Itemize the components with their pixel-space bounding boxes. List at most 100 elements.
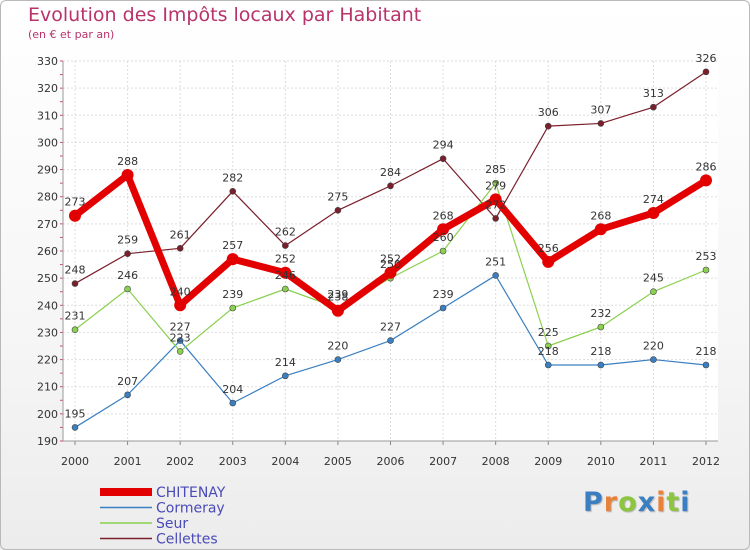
data-label: 285	[485, 163, 506, 176]
data-label: 220	[643, 340, 664, 353]
data-point	[439, 155, 447, 163]
data-label: 239	[327, 288, 348, 301]
x-tick-label: 2006	[377, 455, 405, 468]
data-point	[492, 179, 499, 187]
data-label: 231	[65, 310, 86, 323]
y-tick-label: 280	[37, 191, 58, 204]
data-point	[279, 266, 292, 279]
data-label: 220	[327, 340, 348, 353]
data-label: 245	[643, 272, 664, 285]
data-point	[439, 304, 447, 312]
y-tick-label: 300	[37, 136, 58, 149]
data-point	[176, 244, 184, 252]
data-label: 239	[222, 288, 243, 301]
y-tick-label: 320	[37, 82, 58, 95]
data-point	[121, 169, 134, 181]
data-label: 307	[590, 103, 611, 116]
legend-label-chitenay: CHITENAY	[156, 485, 226, 501]
chart-title: Evolution des Impôts locaux par Habitant	[28, 4, 422, 26]
data-label: 239	[433, 288, 454, 301]
data-point	[492, 272, 499, 279]
data-point	[282, 242, 289, 249]
x-tick-label: 2001	[114, 455, 142, 468]
data-point	[71, 280, 79, 287]
data-point	[702, 361, 710, 369]
x-tick-label: 2009	[534, 455, 562, 468]
data-label: 227	[380, 321, 401, 334]
data-label: 274	[643, 193, 664, 206]
data-point	[71, 326, 79, 334]
x-tick-label: 2000	[61, 455, 89, 468]
data-point	[124, 391, 131, 399]
x-tick-label: 2003	[219, 455, 247, 468]
data-label: 248	[65, 264, 86, 277]
data-point	[650, 288, 657, 296]
data-label: 204	[222, 383, 243, 396]
y-tick-label: 250	[37, 272, 58, 285]
data-point	[282, 285, 289, 293]
x-tick-label: 2008	[482, 455, 510, 468]
legend-label-cormeray: Cormeray	[156, 501, 225, 517]
y-tick-label: 270	[37, 218, 58, 231]
data-label: 294	[433, 139, 454, 152]
data-label: 284	[380, 166, 401, 179]
data-point	[439, 247, 447, 255]
data-label: 225	[538, 326, 559, 339]
data-point	[597, 120, 605, 127]
data-point	[124, 285, 131, 293]
logo-letter: P	[583, 487, 604, 518]
data-point	[174, 299, 187, 312]
data-point	[334, 356, 342, 363]
data-label: 218	[696, 345, 717, 358]
data-label: 268	[433, 209, 454, 222]
data-point	[229, 187, 237, 195]
data-label: 218	[590, 345, 611, 358]
data-point	[71, 424, 79, 431]
x-tick-label: 2002	[166, 455, 194, 468]
data-label: 246	[117, 269, 138, 282]
data-point	[387, 337, 394, 344]
data-point	[226, 253, 239, 266]
x-tick-label: 2010	[587, 455, 615, 468]
data-label: 272	[485, 198, 506, 211]
data-point	[700, 174, 712, 187]
data-point	[597, 361, 605, 369]
data-point	[124, 250, 131, 258]
data-point	[650, 103, 657, 111]
data-label: 214	[275, 356, 296, 369]
y-tick-label: 230	[37, 326, 58, 339]
y-tick-label: 260	[37, 245, 58, 258]
y-tick-label: 310	[37, 109, 58, 122]
data-point	[282, 372, 289, 380]
data-point	[542, 255, 555, 268]
data-point	[334, 206, 342, 214]
data-point	[384, 266, 397, 279]
data-label: 262	[275, 226, 296, 239]
data-point	[331, 304, 344, 317]
x-tick-label: 2012	[692, 455, 720, 468]
data-label: 260	[433, 231, 454, 244]
data-label: 238	[327, 291, 348, 304]
data-label: 259	[117, 234, 138, 247]
data-label: 253	[696, 250, 717, 263]
y-tick-label: 220	[37, 354, 58, 367]
y-tick-label: 290	[37, 164, 58, 177]
data-point	[647, 207, 660, 219]
data-label: 273	[65, 196, 86, 209]
data-point	[229, 399, 237, 407]
data-point	[544, 361, 552, 369]
data-point	[387, 182, 394, 190]
legend-label-cellettes: Cellettes	[156, 532, 218, 548]
data-point	[176, 337, 184, 344]
data-label: 268	[590, 209, 611, 222]
y-tick-label: 240	[37, 299, 58, 312]
y-tick-label: 200	[37, 408, 58, 421]
data-label: 256	[538, 242, 559, 255]
y-tick-label: 210	[37, 381, 58, 394]
data-label: 288	[117, 155, 138, 168]
y-tick-label: 330	[37, 55, 58, 68]
data-point	[229, 304, 237, 312]
data-label: 252	[275, 253, 296, 266]
data-point	[650, 356, 657, 363]
logo-letter: i	[680, 487, 691, 518]
